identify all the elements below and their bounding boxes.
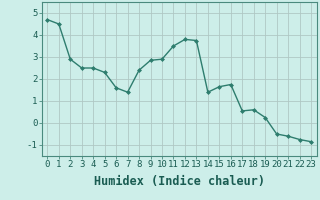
X-axis label: Humidex (Indice chaleur): Humidex (Indice chaleur) <box>94 175 265 188</box>
